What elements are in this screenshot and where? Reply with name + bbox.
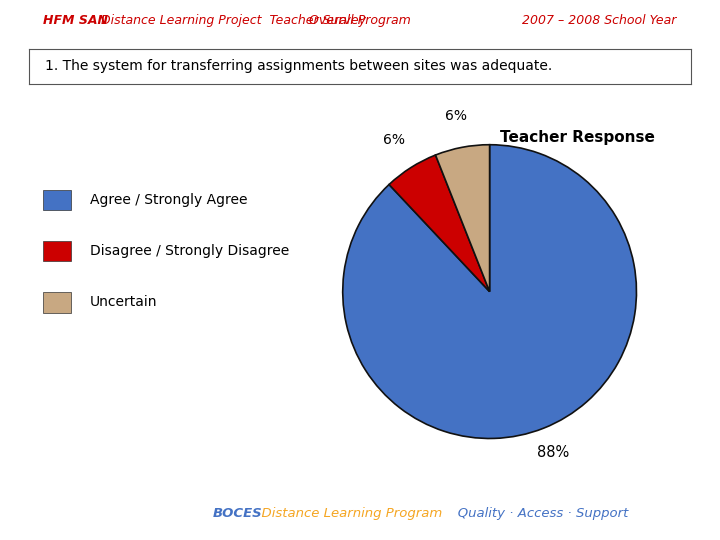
Text: Uncertain: Uncertain xyxy=(90,295,158,309)
Text: Distance Learning Program: Distance Learning Program xyxy=(253,507,443,521)
Text: Overall Program: Overall Program xyxy=(309,14,411,28)
Text: BOCES: BOCES xyxy=(212,507,262,521)
Text: 2007 – 2008 School Year: 2007 – 2008 School Year xyxy=(523,14,677,28)
Text: Agree / Strongly Agree: Agree / Strongly Agree xyxy=(90,193,248,207)
Text: Disagree / Strongly Disagree: Disagree / Strongly Disagree xyxy=(90,244,289,258)
Wedge shape xyxy=(389,155,490,292)
Text: Distance Learning Project  Teacher Survey: Distance Learning Project Teacher Survey xyxy=(97,14,366,28)
Text: HFM SAN: HFM SAN xyxy=(43,14,108,28)
Text: Quality · Access · Support: Quality · Access · Support xyxy=(445,507,629,521)
Text: 88%: 88% xyxy=(537,446,570,460)
Wedge shape xyxy=(343,145,636,438)
Text: 6%: 6% xyxy=(445,109,467,123)
Text: 1. The system for transferring assignments between sites was adequate.: 1. The system for transferring assignmen… xyxy=(45,59,553,73)
Wedge shape xyxy=(436,145,490,292)
Text: Teacher Response: Teacher Response xyxy=(500,130,655,145)
Text: 6%: 6% xyxy=(382,133,405,147)
